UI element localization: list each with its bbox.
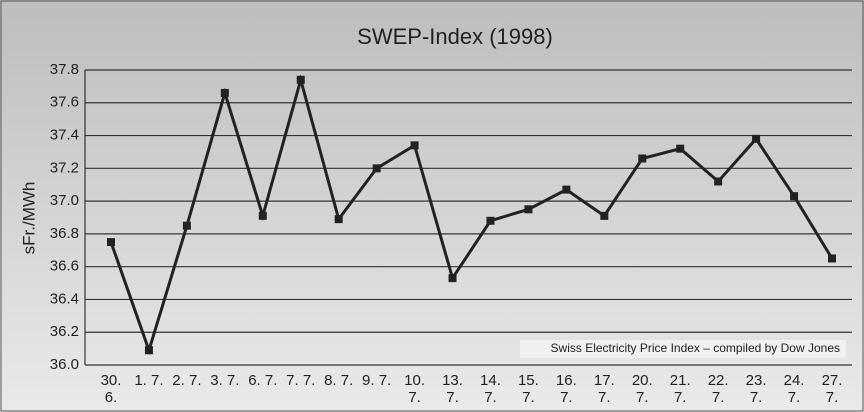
- marker: [449, 274, 457, 282]
- x-tick-label: 27. 7.: [817, 372, 847, 406]
- y-tick-label: 37.8: [50, 61, 79, 78]
- x-tick-label: 17. 7.: [589, 372, 619, 406]
- x-tick-label: 2. 7.: [172, 372, 202, 389]
- x-tick-label: 9. 7.: [362, 372, 392, 389]
- marker: [600, 212, 608, 220]
- marker: [486, 217, 494, 225]
- marker: [259, 212, 267, 220]
- y-tick-label: 36.8: [50, 225, 79, 242]
- marker: [828, 254, 836, 262]
- marker: [714, 177, 722, 185]
- chart-svg: SWEP-Index (1998) sFr./MWh Swiss Electri…: [0, 0, 864, 412]
- y-tick-label: 37.6: [50, 94, 79, 111]
- x-tick-label: 1. 7.: [134, 372, 164, 389]
- marker: [335, 215, 343, 223]
- x-tick-label: 24. 7.: [779, 372, 809, 406]
- x-tick-label: 6. 7.: [248, 372, 278, 389]
- x-tick-label: 3. 7.: [210, 372, 240, 389]
- marker: [107, 238, 115, 246]
- marker: [790, 192, 798, 200]
- x-tick-label: 8. 7.: [324, 372, 354, 389]
- x-tick-label: 10. 7.: [400, 372, 430, 406]
- chart-title: SWEP-Index (1998): [357, 24, 553, 49]
- y-tick-label: 36.4: [50, 290, 79, 307]
- marker: [562, 186, 570, 194]
- marker: [524, 205, 532, 213]
- y-tick-label: 37.2: [50, 159, 79, 176]
- marker: [638, 155, 646, 163]
- marker: [145, 346, 153, 354]
- line: [111, 80, 832, 350]
- x-tick-label: 23. 7.: [741, 372, 771, 406]
- x-tick-label: 21. 7.: [665, 372, 695, 406]
- marker: [373, 164, 381, 172]
- x-tick-label: 22. 7.: [703, 372, 733, 406]
- x-tick-label: 16. 7.: [551, 372, 581, 406]
- marker: [411, 141, 419, 149]
- y-tick-label: 36.0: [50, 356, 79, 373]
- y-tick-label: 36.2: [50, 323, 79, 340]
- marker: [676, 145, 684, 153]
- chart: SWEP-Index (1998) sFr./MWh Swiss Electri…: [0, 0, 864, 412]
- y-tick-label: 37.0: [50, 192, 79, 209]
- x-tick-label: 15. 7.: [513, 372, 543, 406]
- x-tick-label: 14. 7.: [475, 372, 505, 406]
- marker: [183, 222, 191, 230]
- annotation: Swiss Electricity Price Index – compiled…: [551, 341, 840, 355]
- marker: [297, 76, 305, 84]
- marker: [752, 135, 760, 143]
- x-tick-label: 20. 7.: [627, 372, 657, 406]
- y-tick-label: 36.6: [50, 258, 79, 275]
- marker: [221, 89, 229, 97]
- y-tick-label: 37.4: [50, 127, 79, 144]
- x-tick-label: 30. 6.: [96, 372, 126, 406]
- x-tick-label: 13. 7.: [438, 372, 468, 406]
- x-tick-label: 7. 7.: [286, 372, 316, 389]
- y-axis-label: sFr./MWh: [19, 182, 38, 255]
